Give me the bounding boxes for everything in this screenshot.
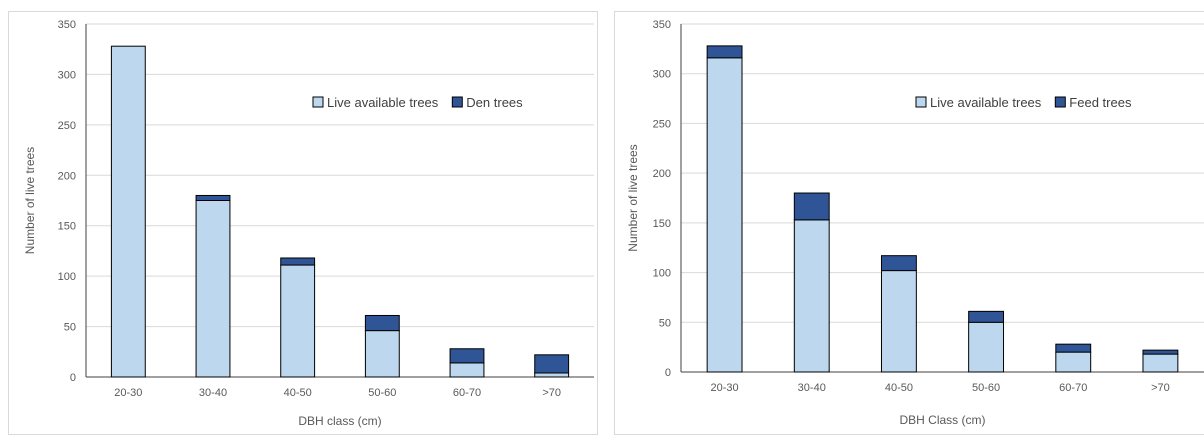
bar-secondary [195, 194, 231, 201]
bar-live-available [195, 200, 231, 378]
bar-secondary [968, 310, 1005, 323]
bar-live-available [449, 362, 485, 378]
bar-live-available [793, 219, 830, 373]
bar-secondary [880, 255, 917, 272]
x-tick-label: 60-70 [453, 387, 481, 399]
x-tick-label: 40-50 [284, 387, 312, 399]
x-tick-label: 40-50 [885, 382, 913, 394]
feed-trees-chart: 0 50 100 150 200 250 300 350 20-30 30-40 40-50 50-6… [626, 19, 1204, 427]
bar-live-available [1142, 353, 1179, 373]
y-tick-label: 250 [653, 118, 671, 130]
y-tick-label: 100 [58, 271, 76, 283]
bar-live-available [364, 330, 400, 378]
y-tick-label: 200 [653, 168, 671, 180]
y-tick-label: 150 [653, 218, 671, 230]
y-tick-label: 0 [70, 372, 76, 384]
x-tick-label: 20-30 [114, 387, 142, 399]
bar-secondary [706, 45, 743, 59]
x-tick-label: >70 [542, 387, 561, 399]
legend-label: Live available trees [327, 95, 439, 110]
y-tick-label: 50 [659, 317, 671, 329]
x-tick-label: 50-60 [972, 382, 1000, 394]
x-axis-title: DBH Class (cm) [900, 413, 986, 427]
y-axis-title: Number of live trees [626, 144, 640, 251]
legend-swatch [451, 96, 463, 108]
x-tick-label: >70 [1151, 382, 1170, 394]
legend-label: Den trees [466, 95, 523, 110]
bar-live-available [706, 57, 743, 373]
bar-secondary [364, 314, 400, 332]
y-tick-label: 250 [58, 120, 76, 132]
bar-live-available [110, 45, 146, 378]
chart-panel-right: 0 50 100 150 200 250 300 350 20-30 30-40 40-50 50-6… [606, 0, 1204, 437]
bar-live-available [280, 264, 316, 378]
x-tick-label: 50-60 [368, 387, 396, 399]
bar-secondary [1142, 349, 1179, 355]
legend-swatch [915, 96, 927, 108]
y-tick-label: 300 [653, 69, 671, 81]
y-tick-label: 350 [58, 19, 76, 31]
chart-frame [614, 11, 1204, 435]
chart-panel-left: 0 50 100 150 200 250 300 350 20-30 30-40 40-50 50-6… [8, 11, 598, 435]
bar-secondary [534, 354, 570, 374]
bar-live-available [1055, 351, 1092, 373]
y-tick-label: 100 [653, 268, 671, 280]
x-tick-label: 60-70 [1059, 382, 1087, 394]
bar-live-available [534, 372, 570, 378]
chart-frame [8, 11, 598, 435]
legend-swatch [1054, 96, 1066, 108]
legend-label: Feed trees [1069, 95, 1132, 110]
bar-live-available [968, 321, 1005, 373]
y-tick-label: 150 [58, 221, 76, 233]
y-tick-label: 0 [665, 367, 671, 379]
bar-secondary [793, 192, 830, 221]
y-tick-label: 300 [58, 69, 76, 81]
bar-live-available [880, 270, 917, 373]
x-tick-label: 30-40 [798, 382, 826, 394]
y-tick-label: 350 [653, 19, 671, 31]
bar-secondary [449, 348, 485, 364]
x-axis-title: DBH class (cm) [298, 414, 381, 428]
den-trees-chart: 0 50 100 150 200 250 300 350 20-30 30-40 40-50 50-6… [23, 19, 594, 428]
legend-swatch [312, 96, 324, 108]
y-axis-title: Number of live trees [23, 147, 37, 254]
bar-secondary [280, 257, 316, 266]
bar-secondary [1055, 343, 1092, 353]
x-tick-label: 20-30 [711, 382, 739, 394]
y-tick-label: 50 [64, 322, 76, 334]
x-tick-label: 30-40 [199, 387, 227, 399]
y-tick-label: 200 [58, 170, 76, 182]
legend-label: Live available trees [930, 95, 1042, 110]
